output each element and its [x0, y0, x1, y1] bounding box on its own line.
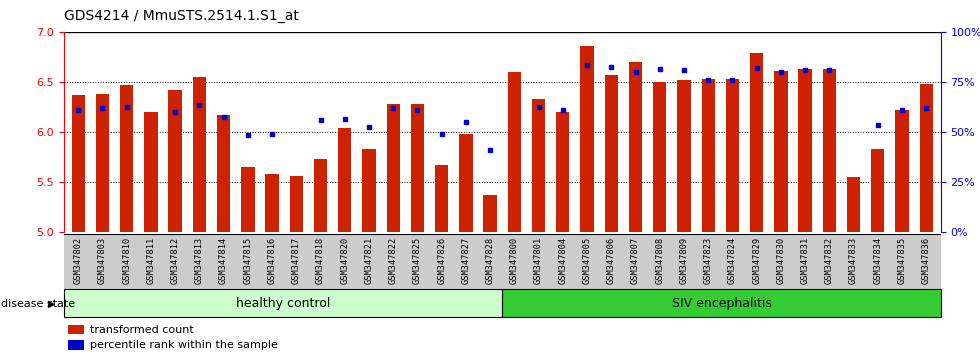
- Bar: [580, 46, 594, 232]
- Bar: [702, 79, 714, 232]
- Bar: [750, 53, 763, 232]
- Text: GSM347813: GSM347813: [195, 236, 204, 284]
- Text: GSM347824: GSM347824: [728, 236, 737, 284]
- Bar: [726, 79, 739, 232]
- Bar: [411, 104, 424, 232]
- Text: GSM347805: GSM347805: [582, 236, 592, 284]
- Text: GSM347804: GSM347804: [559, 236, 567, 284]
- Bar: [774, 71, 788, 232]
- Bar: [68, 340, 84, 350]
- Text: GSM347806: GSM347806: [607, 236, 615, 284]
- Text: transformed count: transformed count: [90, 325, 194, 335]
- Bar: [193, 77, 206, 232]
- Bar: [605, 75, 618, 232]
- Text: GSM347820: GSM347820: [340, 236, 349, 284]
- Bar: [502, 289, 941, 317]
- Text: GSM347812: GSM347812: [171, 236, 179, 284]
- Text: GSM347834: GSM347834: [873, 236, 882, 284]
- Bar: [64, 289, 502, 317]
- Bar: [266, 174, 278, 232]
- Text: healthy control: healthy control: [236, 297, 330, 309]
- Text: GSM347816: GSM347816: [268, 236, 276, 284]
- Bar: [557, 112, 569, 232]
- Text: GSM347835: GSM347835: [898, 236, 907, 284]
- Bar: [460, 134, 472, 232]
- Text: GSM347802: GSM347802: [74, 236, 82, 284]
- Bar: [532, 99, 545, 232]
- Bar: [799, 69, 811, 232]
- Text: GSM347801: GSM347801: [534, 236, 543, 284]
- Text: GSM347833: GSM347833: [849, 236, 858, 284]
- Text: GSM347826: GSM347826: [437, 236, 446, 284]
- Text: GSM347827: GSM347827: [462, 236, 470, 284]
- Text: GSM347818: GSM347818: [316, 236, 325, 284]
- Bar: [68, 325, 84, 335]
- Bar: [314, 159, 327, 232]
- Bar: [169, 90, 182, 232]
- Text: GSM347800: GSM347800: [510, 236, 518, 284]
- Bar: [483, 195, 497, 232]
- Text: GSM347817: GSM347817: [292, 236, 301, 284]
- Text: GSM347810: GSM347810: [122, 236, 131, 284]
- Text: GSM347822: GSM347822: [389, 236, 398, 284]
- Bar: [435, 165, 448, 232]
- Text: GDS4214 / MmuSTS.2514.1.S1_at: GDS4214 / MmuSTS.2514.1.S1_at: [64, 9, 299, 23]
- Text: GSM347823: GSM347823: [704, 236, 712, 284]
- Text: GSM347808: GSM347808: [656, 236, 664, 284]
- Bar: [363, 149, 375, 232]
- Bar: [677, 80, 691, 232]
- Text: GSM347814: GSM347814: [220, 236, 228, 284]
- Bar: [290, 176, 303, 232]
- Text: GSM347832: GSM347832: [825, 236, 834, 284]
- Text: GSM347836: GSM347836: [922, 236, 931, 284]
- Bar: [871, 149, 885, 232]
- Text: percentile rank within the sample: percentile rank within the sample: [90, 340, 278, 350]
- Text: ▶: ▶: [48, 299, 56, 309]
- Text: GSM347829: GSM347829: [753, 236, 761, 284]
- Bar: [120, 85, 133, 232]
- Bar: [386, 104, 400, 232]
- Bar: [72, 95, 85, 232]
- Bar: [96, 94, 109, 232]
- Text: GSM347830: GSM347830: [776, 236, 785, 284]
- Text: GSM347821: GSM347821: [365, 236, 373, 284]
- Text: GSM347807: GSM347807: [631, 236, 640, 284]
- Text: GSM347803: GSM347803: [98, 236, 107, 284]
- Bar: [919, 84, 933, 232]
- Bar: [338, 128, 352, 232]
- Bar: [896, 110, 908, 232]
- Text: SIV encephalitis: SIV encephalitis: [671, 297, 771, 309]
- Text: GSM347825: GSM347825: [413, 236, 422, 284]
- Bar: [653, 82, 666, 232]
- Text: GSM347811: GSM347811: [146, 236, 156, 284]
- Text: GSM347809: GSM347809: [679, 236, 689, 284]
- Bar: [822, 69, 836, 232]
- Bar: [241, 167, 255, 232]
- Text: disease state: disease state: [1, 299, 75, 309]
- Bar: [217, 115, 230, 232]
- Bar: [144, 112, 158, 232]
- Bar: [508, 72, 521, 232]
- Text: GSM347815: GSM347815: [243, 236, 252, 284]
- Bar: [629, 62, 642, 232]
- Text: GSM347831: GSM347831: [801, 236, 809, 284]
- Text: GSM347828: GSM347828: [486, 236, 495, 284]
- Bar: [847, 177, 860, 232]
